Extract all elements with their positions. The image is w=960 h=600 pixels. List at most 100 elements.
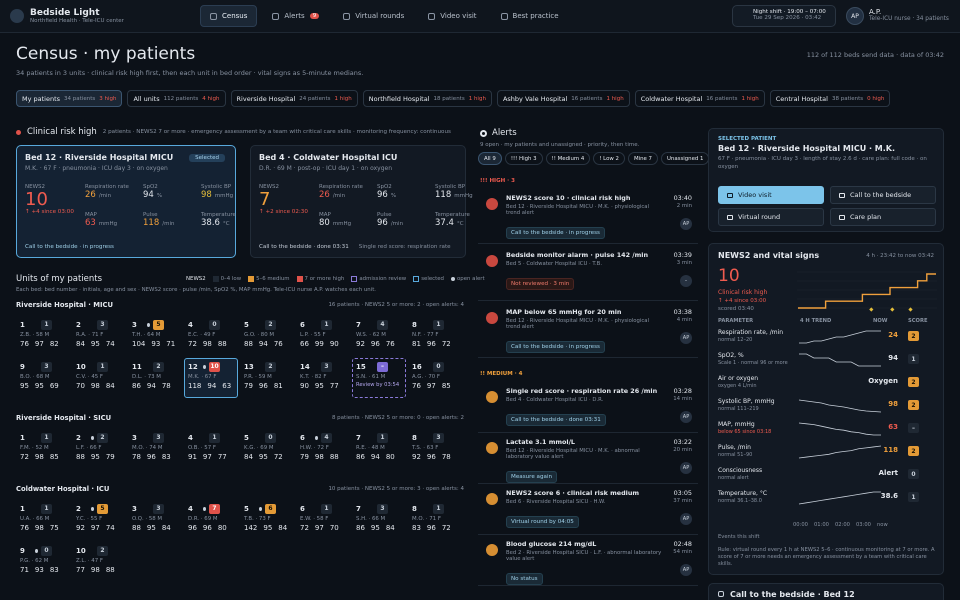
alert-filter[interactable]: Mine 7: [627, 152, 658, 165]
bed-cell[interactable]: 14 3 K.T. · 82 F 90 95 77: [296, 358, 350, 398]
action-button[interactable]: Call to the bedside: [830, 186, 936, 204]
card-note: Single red score: respiration rate: [358, 244, 451, 250]
bed-vital: 98: [90, 566, 100, 574]
bed-vital: 80: [217, 524, 227, 532]
action-button[interactable]: Video visit: [718, 186, 824, 204]
filter-chip[interactable]: Central Hospital 38 patients 0 high: [769, 90, 891, 107]
bed-cell[interactable]: 10 2 Z.L. · 47 F 77 98 88: [72, 542, 126, 582]
bed-cell[interactable]: 7 3 S.H. · 66 M 86 95 84: [352, 500, 406, 540]
bed-cell[interactable]: 8 1 M.O. · 71 F 83 96 72: [408, 500, 462, 540]
filter-high: 1 high: [741, 95, 759, 102]
card-info: M.K. · 67 F · pneumonia · ICU day 3 · on…: [25, 165, 168, 172]
user-avatar[interactable]: AP: [846, 7, 864, 25]
bed-vital: 96: [426, 453, 436, 461]
bed-cell[interactable]: 9 3 B.O. · 68 M 95 95 69: [16, 358, 70, 398]
vital-value: 63: [85, 218, 96, 228]
bed-cell[interactable]: 4 7 D.R. · 69 M 96 96 80: [184, 500, 238, 540]
bed-cell[interactable]: 3 5 T.H. · 64 M 104 93 71: [128, 316, 182, 356]
risk-card[interactable]: Bed 12 · Riverside Hospital MICU Selected…: [16, 145, 236, 258]
nav-tab[interactable]: Best practice: [492, 5, 568, 27]
bed-cell[interactable]: 7 4 W.S. · 62 M 92 96 76: [352, 316, 406, 356]
bed-cell[interactable]: 10 1 C.V. · 45 F 70 98 84: [72, 358, 126, 398]
vital-label: Respiration rate: [85, 184, 129, 190]
risk-header: Clinical risk high 2 patients · NEWS2 7 o…: [16, 127, 451, 137]
bed-cell[interactable]: 3 3 O.Q. · 58 M 88 95 84: [128, 500, 182, 540]
alert-filter[interactable]: All 9: [478, 152, 502, 165]
bed-vital: 72: [188, 340, 197, 348]
bed-cell[interactable]: 6 1 L.P. · 55 F 66 99 90: [296, 316, 350, 356]
alert-item[interactable]: MAP below 65 mmHg for 20 min 03:38 4 min Be…: [478, 304, 698, 358]
alert-filter[interactable]: Unassigned 1: [660, 152, 710, 165]
alert-item[interactable]: NEWS2 score 6 · clinical risk medium 03:0…: [478, 485, 698, 535]
filter-chip[interactable]: Ashby Vale Hospital 16 patients 1 high: [496, 90, 630, 107]
alert-status[interactable]: Not reviewed · 3 min: [506, 278, 575, 290]
alert-status[interactable]: Call to the bedside · in progress: [506, 341, 605, 353]
bed-patient: O.Q. · 58 M: [132, 516, 163, 522]
vital-score: 0: [908, 469, 919, 479]
nav-tab[interactable]: Census: [200, 5, 258, 27]
alert-status[interactable]: No status: [506, 573, 543, 585]
bed-cell[interactable]: 5 2 G.O. · 80 M 88 94 76: [240, 316, 294, 356]
bed-vital: 83: [412, 524, 421, 532]
news2-trend-chart: [797, 271, 937, 312]
bed-cell[interactable]: 1 1 U.A. · 66 M 76 98 75: [16, 500, 70, 540]
filter-chip[interactable]: Northfield Hospital 18 patients 1 high: [362, 90, 492, 107]
filter-chip[interactable]: Coldwater Hospital 16 patients 1 high: [634, 90, 765, 107]
action-button[interactable]: Care plan: [830, 208, 936, 226]
bed-cell[interactable]: 2 3 R.A. · 71 F 84 95 74: [72, 316, 126, 356]
bed-cell[interactable]: 2 2 L.F. · 66 F 88 95 79: [72, 429, 126, 469]
bed-cell[interactable]: 5 0 K.G. · 69 M 84 95 72: [240, 429, 294, 469]
nav-tab[interactable]: Virtual rounds: [334, 5, 413, 27]
bed-cell[interactable]: 7 1 R.E. · 48 M 86 94 80: [352, 429, 406, 469]
alert-item[interactable]: Bedside monitor alarm · pulse 142 /min 03…: [478, 247, 698, 301]
bed-cell[interactable]: 13 2 P.R. · 59 M 79 96 81: [240, 358, 294, 398]
legend-swatch: [351, 276, 358, 282]
filter-chip[interactable]: All units 112 patients 4 high: [127, 90, 226, 107]
alert-status[interactable]: Virtual round by 04:05: [506, 516, 579, 528]
alert-item[interactable]: Lactate 3.1 mmol/L 03:22 20 min Bed 12 · Ri…: [478, 434, 698, 484]
alert-item[interactable]: NEWS2 score 10 · clinical risk high 03:40…: [478, 190, 698, 244]
action-button[interactable]: Virtual round: [718, 208, 824, 226]
nav-tab[interactable]: Video visit: [419, 5, 485, 27]
card-score-label: NEWS2: [25, 184, 46, 190]
bed-cell[interactable]: 3 3 M.O. · 74 M 78 96 83: [128, 429, 182, 469]
alert-filter[interactable]: ! Low 2: [593, 152, 625, 165]
bed-cell[interactable]: 16 0 A.G. · 70 F 76 97 85: [408, 358, 462, 398]
bed-cell[interactable]: 6 4 H.W. · 72 F 79 98 88: [296, 429, 350, 469]
alert-item[interactable]: Single red score · respiration rate 26 /…: [478, 383, 698, 433]
bed-cell[interactable]: 12 10 M.K. · 67 F 118 94 63: [184, 358, 238, 398]
card-score: NEWS2 7 ↑ +2 since 02:30: [259, 184, 308, 215]
bed-cell[interactable]: 8 1 N.F. · 77 F 81 96 72: [408, 316, 462, 356]
filter-chip[interactable]: Riverside Hospital 24 patients 1 high: [230, 90, 358, 107]
bed-cell[interactable]: 1 1 F.M. · 52 M 72 98 85: [16, 429, 70, 469]
bed-head: 16 0: [412, 361, 458, 372]
bed-vitals: 142 95 84: [244, 524, 290, 532]
bed-cell[interactable]: 4 1 O.B. · 57 F 91 97 77: [184, 429, 238, 469]
alert-status[interactable]: Call to the bedside · done 03:31: [506, 414, 606, 426]
bed-cell[interactable]: 2 5 Y.C. · 55 F 92 97 74: [72, 500, 126, 540]
bed-cell[interactable]: 1 1 Z.B. · 58 M 76 97 82: [16, 316, 70, 356]
bed-cell[interactable]: 6 1 E.W. · 58 F 72 97 70: [296, 500, 350, 540]
filter-chip[interactable]: My patients 34 patients 3 high: [16, 90, 123, 107]
bed-cell[interactable]: 11 2 D.L. · 73 M 86 94 78: [128, 358, 182, 398]
bed-head: 10 2: [76, 545, 122, 556]
alert-status[interactable]: Measure again: [506, 471, 558, 483]
bed-cell[interactable]: 8 3 T.S. · 63 F 92 96 78: [408, 429, 462, 469]
alert-filter[interactable]: !! Medium 4: [545, 152, 591, 165]
filter-high: 1 high: [468, 95, 486, 102]
nav-tab[interactable]: Alerts 9: [263, 5, 328, 27]
alert-where: Bed 12 · Riverside Hospital MICU · M.K. …: [506, 448, 640, 460]
risk-card[interactable]: Bed 4 · Coldwater Hospital ICU D.R. · 69 …: [250, 145, 473, 258]
bed-cell[interactable]: 9 0 P.G. · 62 M 71 93 83: [16, 542, 70, 582]
bed-cell[interactable]: 5 6 T.B. · 73 F 142 95 84: [240, 500, 294, 540]
vitals-panel: NEWS2 and vital signs 4 h · 23:42 to now …: [708, 243, 944, 575]
alert-filter[interactable]: !!! High 3: [504, 152, 543, 165]
bed-vital: 99: [314, 340, 324, 348]
alert-status[interactable]: Call to the bedside · in progress: [506, 227, 605, 239]
bed-score: 1: [41, 432, 52, 443]
bed-cell[interactable]: 15 – S.N. · 61 M Review by 03:54: [352, 358, 406, 398]
bed-cell[interactable]: 4 0 E.C. · 49 F 72 98 88: [184, 316, 238, 356]
alert-item[interactable]: Blood glucose 214 mg/dL 02:48 54 min Bed 2 …: [478, 536, 698, 586]
bed-vitals: 92 96 78: [412, 453, 458, 461]
